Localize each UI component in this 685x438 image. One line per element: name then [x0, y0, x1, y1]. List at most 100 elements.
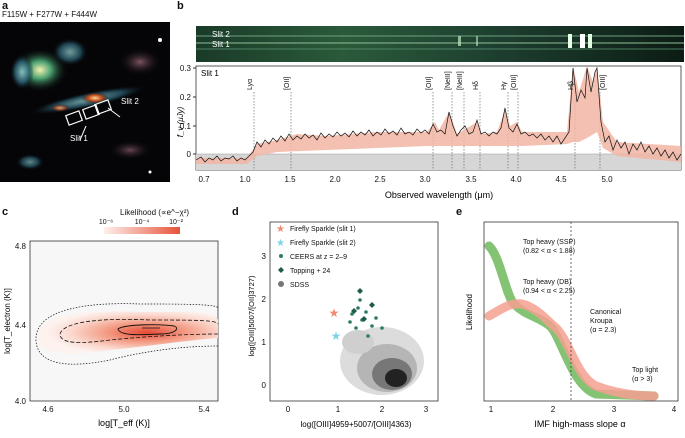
d-legend-marker-4 [278, 281, 284, 287]
panel-a-letter: a [2, 0, 9, 12]
e-ylabel: Likelihood [465, 294, 474, 330]
d-firefly-slit2-point: ★ [331, 329, 342, 343]
slit1-pointer [79, 125, 87, 141]
line-label-oiii-1: [OIII] [511, 75, 518, 90]
b-slit1-label: Slit 1 [201, 69, 219, 78]
d-ytick-3: 3 [262, 252, 267, 261]
panel-c-letter: c [2, 206, 9, 218]
b-xtick-8: 4.5 [555, 175, 567, 184]
line-label-lya: Lyα [247, 79, 254, 90]
b-xtick-7: 4.0 [510, 175, 522, 184]
panel-e-plot: Top heavy (SSP) (0.82 < α < 1.88) Top he… [465, 221, 679, 429]
spectrum-plot: 0 0.1 0.2 0.3 0.7 1.0 1.5 2.0 2.5 3.0 3.… [177, 64, 682, 200]
d-legend-marker-2 [279, 254, 283, 258]
e-ssp-label: Top heavy (SSP) [523, 239, 576, 246]
e-xtick-1: 2 [551, 405, 556, 414]
d-legend-marker-1: ★ [276, 238, 285, 249]
e-xtick-0: 1 [489, 405, 494, 414]
d-legend-marker-0: ★ [276, 224, 285, 235]
e-toplight-range: (α > 3) [632, 376, 653, 383]
line-label-hb: Hβ [568, 81, 575, 90]
b-xtick-5: 3.0 [419, 175, 431, 184]
d-ceers-points [348, 298, 384, 338]
panel-b-letter: b [177, 0, 184, 12]
e-db-range: (0.94 < α < 2.25) [523, 288, 575, 295]
panel-d-plot: ★ ★ ★ Firefly Sparkle (slit 1) ★ Firefly… [247, 221, 439, 429]
c-ylabel: log[T_electron (K)] [3, 288, 12, 354]
slit2-label: Slit 2 [121, 97, 139, 106]
d-legend-label-0: Firefly Sparkle (slit 1) [290, 226, 356, 233]
b-ytick-1: 0.1 [180, 122, 192, 131]
c-cbar-tick-1: 10⁻⁴ [135, 219, 150, 226]
panel-e-letter: e [456, 206, 463, 218]
c-colorbar-title: Likelihood (∝e^−χ²) [120, 208, 190, 217]
d-xtick-3: 3 [424, 405, 429, 414]
b-xtick-6: 3.5 [465, 175, 477, 184]
e-db-curve [484, 299, 659, 401]
d-xtick-2: 2 [380, 405, 385, 414]
b-ylabel: f_ν (μJy) [177, 106, 185, 137]
line-label-oiii-2: [OIII] [600, 75, 607, 90]
d-xtick-1: 1 [336, 405, 341, 414]
c-cbar-tick-2: 10⁻² [169, 219, 183, 226]
b-xtick-1: 1.0 [239, 175, 251, 184]
e-ssp-curve [484, 241, 659, 401]
c-contour-outer [35, 303, 219, 365]
c-xtick-2: 5.4 [198, 405, 210, 414]
slit2-pointer [107, 107, 121, 118]
c-ytick-0: 4.0 [15, 397, 27, 406]
zero-band [196, 154, 681, 170]
c-xlabel: log[T_eff (K)] [98, 418, 150, 428]
d-ytick-2: 2 [262, 295, 267, 304]
spectrum-2d-slit2: Slit 2 [212, 30, 230, 39]
panel-c-plot: 10⁻⁶ 10⁻⁴ 10⁻² 4.0 4.4 4.8 4.6 5.0 5.4 l… [3, 219, 219, 428]
d-legend-label-4: SDSS [290, 282, 309, 289]
b-xtick-2: 1.5 [284, 175, 296, 184]
d-legend: ★ Firefly Sparkle (slit 1) ★ Firefly Spa… [276, 224, 356, 289]
c-ytick-2: 4.8 [15, 242, 27, 251]
c-colorbar [104, 227, 180, 234]
b-xtick-4: 2.5 [374, 175, 386, 184]
b-xtick-0: 0.7 [198, 175, 210, 184]
panel-d-letter: d [232, 206, 239, 218]
d-ylabel: log([OIII]5007/[OII]3727) [247, 275, 256, 356]
d-firefly-slit1-point: ★ [329, 306, 340, 320]
e-kroupa-alpha: (α = 2.3) [590, 327, 616, 334]
d-legend-label-1: Firefly Sparkle (slit 2) [290, 240, 356, 247]
e-xtick-3: 4 [672, 405, 677, 414]
line-label-hg: Hγ [501, 81, 508, 90]
d-xlabel: log([OIII]4959+5007/[OIII]4363) [301, 420, 412, 429]
c-cbar-tick-0: 10⁻⁶ [99, 219, 113, 226]
d-legend-marker-3 [278, 267, 284, 273]
d-xtick-0: 0 [286, 405, 291, 414]
b-xlabel: Observed wavelength (μm) [385, 190, 493, 200]
e-xtick-2: 3 [612, 405, 617, 414]
d-ytick-1: 1 [262, 338, 267, 347]
b-ytick-0: 0 [187, 150, 192, 159]
d-legend-label-3: Topping + 24 [290, 268, 330, 275]
c-ytick-1: 4.4 [15, 321, 27, 330]
c-contour-inner [117, 324, 178, 336]
d-ytick-0: 0 [262, 381, 267, 390]
e-canonical-label: Canonical [590, 309, 622, 316]
c-xtick-1: 5.0 [118, 405, 130, 414]
e-xlabel: IMF high-mass slope α [534, 419, 625, 429]
line-label-oii-2: [OII] [426, 77, 433, 90]
panel-a-filters: F115W + F277W + F444W [2, 10, 97, 19]
d-sdss-hexbin [340, 327, 424, 395]
spectrum-2d: Slit 2 Slit 1 [196, 26, 684, 62]
b-xtick-3: 2.0 [329, 175, 341, 184]
slit-boxes [64, 99, 113, 126]
spectrum-data [195, 66, 682, 163]
b-ytick-3: 0.3 [180, 64, 192, 73]
e-db-label: Top heavy (DB) [523, 279, 571, 286]
e-ssp-range: (0.82 < α < 1.88) [523, 248, 575, 255]
b-xtick-9: 5.0 [601, 175, 613, 184]
galaxy-image [10, 38, 162, 174]
line-label-oii-1: [OII] [284, 77, 291, 90]
spectrum-2d-slit1: Slit 1 [212, 40, 230, 49]
d-legend-label-2: CEERS at z = 2–9 [290, 254, 347, 261]
d-topping-points [351, 288, 375, 322]
e-kroupa-label: Kroupa [590, 318, 613, 325]
line-label-neiii-1: [NeIII] [445, 71, 452, 90]
